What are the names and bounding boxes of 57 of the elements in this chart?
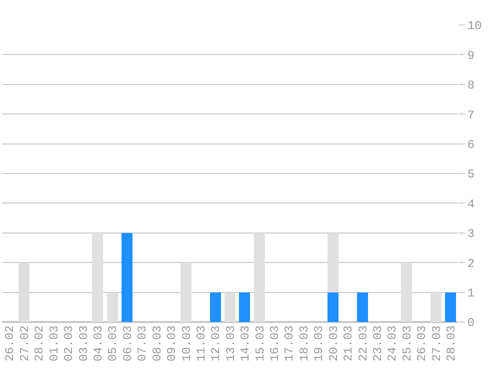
x-tick-label: 14.03 [238, 325, 253, 362]
x-tick-label: 06.03 [120, 325, 135, 362]
y-tick-label: 4 [467, 197, 475, 212]
bar [401, 262, 412, 322]
y-tick-label: 7 [467, 108, 475, 122]
bar [224, 292, 236, 322]
bar [239, 292, 250, 322]
y-tick-label: 5 [467, 168, 475, 182]
x-tick-label: 13.03 [224, 325, 238, 362]
x-tick-label: 20.03 [326, 325, 341, 362]
bar [18, 262, 30, 322]
bar [254, 232, 265, 322]
y-tick-label: 1 [467, 286, 475, 300]
x-tick-label: 05.03 [106, 325, 120, 362]
bar [180, 262, 192, 322]
bar [430, 292, 442, 322]
x-tick-label: 27.03 [430, 325, 444, 362]
y-tick-label: 3 [467, 227, 475, 242]
x-tick-label: 25.03 [400, 325, 414, 362]
x-tick-label: 27.02 [18, 325, 32, 362]
x-tick-label: 10.03 [180, 325, 194, 362]
x-tick-label: 08.03 [150, 325, 164, 362]
x-tick-label: 03.03 [76, 325, 91, 362]
x-tick-label: 24.03 [386, 325, 400, 362]
x-tick-label: 28.02 [32, 325, 47, 362]
x-tick-label: 19.03 [312, 325, 326, 362]
x-tick-label: 07.03 [136, 325, 150, 362]
x-tick-label: 18.03 [297, 325, 312, 362]
bar [445, 292, 456, 322]
x-tick-label: 11.03 [194, 325, 208, 362]
y-tick-label: 2 [467, 256, 475, 271]
bar [92, 232, 104, 322]
y-tick-label: 6 [467, 138, 475, 152]
x-tick-label: 01.03 [47, 325, 62, 362]
bar [327, 232, 338, 292]
x-tick-label: 28.03 [444, 325, 459, 362]
bar [210, 292, 221, 322]
bar [106, 292, 118, 322]
bar [327, 292, 338, 322]
x-tick-label: 02.03 [62, 325, 76, 362]
x-tick-label: 09.03 [165, 325, 180, 362]
y-tick-label: 8 [467, 78, 475, 93]
x-tick-label: 26.02 [3, 325, 18, 362]
y-tick-label: 9 [467, 48, 475, 63]
y-tick-label: 0 [467, 316, 475, 330]
bar [122, 232, 133, 322]
x-tick-label: 15.03 [253, 325, 268, 362]
x-tick-label: 21.03 [342, 325, 356, 362]
x-tick-label: 17.03 [282, 325, 297, 362]
x-tick-label: 12.03 [209, 325, 224, 362]
x-tick-label: 16.03 [268, 325, 282, 362]
bar [356, 292, 368, 322]
x-tick-label: 26.03 [415, 325, 430, 362]
x-tick-label: 22.03 [356, 325, 370, 362]
y-tick-label: 10 [467, 19, 482, 34]
x-tick-label: 23.03 [371, 325, 385, 362]
x-tick-label: 04.03 [92, 325, 106, 362]
